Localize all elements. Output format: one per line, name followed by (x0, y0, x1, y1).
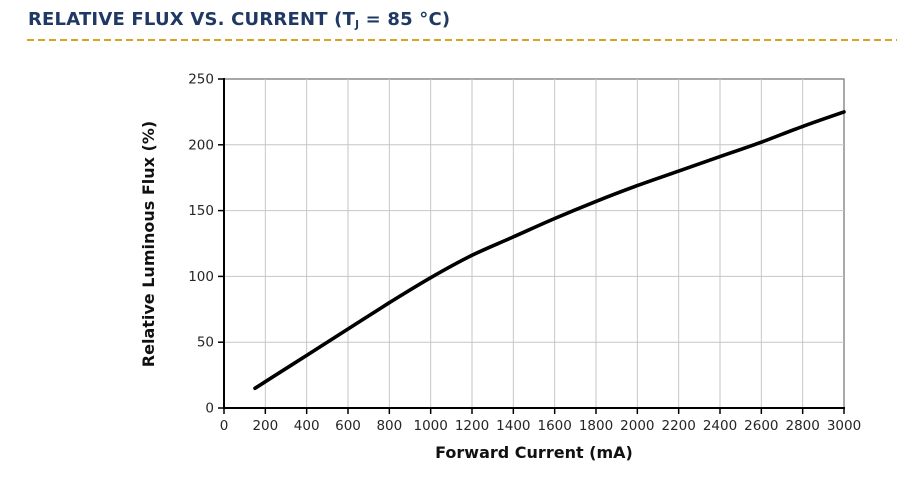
x-tick-label: 1000 (413, 418, 447, 434)
chart-gridlines (224, 79, 844, 408)
chart-tick-labels: 0 200 400 600 800 1000 1200 1400 1600 1800 2000 220… (188, 72, 861, 435)
x-tick-label: 2000 (620, 418, 654, 434)
x-tick-label: 800 (376, 418, 402, 434)
x-tick-label: 1600 (537, 418, 571, 434)
x-tick-label: 200 (252, 418, 278, 434)
x-tick-label: 1400 (496, 418, 530, 434)
page-title-suffix: = 85 °C) (359, 9, 451, 30)
x-tick-label: 600 (335, 418, 361, 434)
page-title-main: RELATIVE FLUX VS. CURRENT (T (28, 9, 356, 30)
page-title: RELATIVE FLUX VS. CURRENT (TJ = 85 °C) (28, 9, 451, 31)
x-tick-label: 2400 (703, 418, 737, 434)
y-tick-label: 200 (188, 137, 214, 153)
chart-tick-marks (218, 78, 845, 414)
x-tick-label: 2200 (661, 418, 695, 434)
chart-axes (223, 78, 845, 409)
plot-area-border (223, 78, 845, 409)
x-tick-label: 2800 (785, 418, 819, 434)
y-axis-title: Relative Luminous Flux (%) (139, 121, 158, 367)
y-tick-label: 0 (205, 401, 214, 417)
y-tick-label: 50 (197, 335, 214, 351)
relative-flux-curve (253, 110, 846, 391)
chart-series (253, 110, 846, 391)
page-title-subscript: J (355, 18, 360, 31)
x-tick-label: 2600 (744, 418, 778, 434)
y-tick-label: 250 (188, 72, 214, 88)
x-tick-label: 1800 (579, 418, 613, 434)
x-tick-label: 0 (220, 418, 229, 434)
plot-background (223, 78, 845, 409)
dashed-divider (27, 39, 897, 41)
x-tick-label: 400 (294, 418, 320, 434)
x-tick-label: 1200 (455, 418, 489, 434)
x-tick-label: 3000 (827, 418, 861, 434)
y-tick-label: 150 (188, 203, 214, 219)
y-tick-label: 100 (188, 269, 214, 285)
x-axis-title: Forward Current (mA) (435, 443, 633, 462)
flux-vs-current-chart: 0 200 400 600 800 1000 1200 1400 1600 1800 2000 220… (139, 72, 861, 463)
